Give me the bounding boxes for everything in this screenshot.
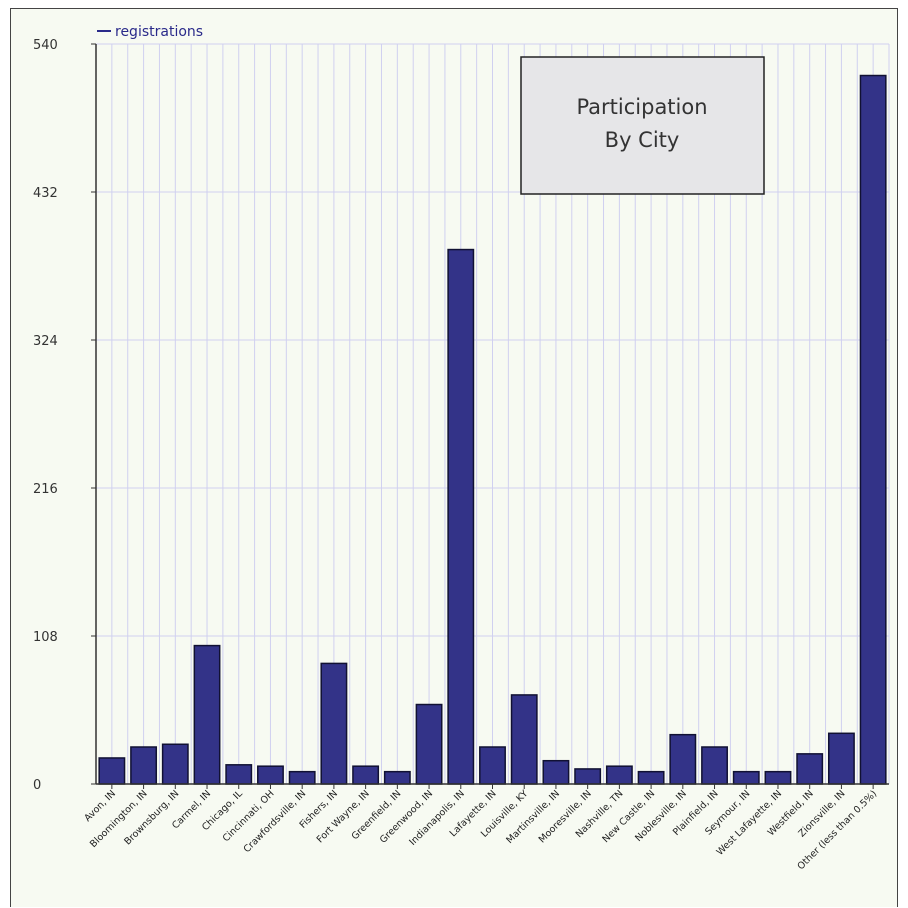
title-box-background	[520, 56, 765, 195]
y-tick-labels: 0 108 216 324 432 540	[33, 38, 96, 793]
chart-title-line-2: By City	[605, 128, 680, 152]
bar[interactable]	[701, 746, 728, 785]
legend[interactable]: registrations	[97, 24, 203, 40]
bar[interactable]	[193, 644, 221, 785]
bar[interactable]	[732, 770, 760, 785]
bar[interactable]	[415, 703, 443, 785]
bar[interactable]	[288, 770, 316, 785]
bar[interactable]	[574, 768, 602, 785]
y-tick-label: 540	[33, 38, 58, 53]
bar[interactable]	[130, 746, 158, 785]
y-tick-label: 0	[33, 778, 41, 793]
bar[interactable]	[352, 765, 380, 785]
bar[interactable]	[605, 765, 633, 785]
bar[interactable]	[859, 74, 887, 785]
x-tick-label: Brownsburg, IN	[122, 788, 181, 847]
y-tick-label: 216	[33, 482, 58, 497]
bar[interactable]	[510, 694, 538, 785]
bar[interactable]	[225, 764, 253, 785]
legend-label: registrations	[115, 24, 203, 40]
bar[interactable]	[257, 765, 284, 785]
bar[interactable]	[827, 732, 855, 785]
chart-frame: 0 108 216 324 432 540 Avon, IN Bloomington, IN…	[10, 8, 898, 907]
y-tick-label: 432	[33, 186, 58, 201]
bars	[98, 74, 887, 785]
bar[interactable]	[161, 743, 189, 785]
bar[interactable]	[796, 753, 824, 785]
x-tick-label: Indianapolis, IN	[407, 788, 467, 848]
x-tick-label: Bloomington, IN	[88, 788, 150, 850]
bar[interactable]	[542, 759, 570, 785]
title-box: Participation By City	[520, 56, 765, 195]
bar[interactable]	[479, 746, 506, 785]
bar[interactable]	[320, 662, 348, 785]
bar[interactable]	[383, 770, 411, 785]
bar[interactable]	[669, 733, 697, 785]
y-tick-label: 108	[33, 630, 58, 645]
bar[interactable]	[764, 770, 792, 785]
chart-title-line-1: Participation	[576, 95, 707, 119]
bar[interactable]	[98, 757, 126, 785]
bar[interactable]	[447, 248, 475, 785]
y-tick-label: 324	[33, 334, 58, 349]
bar[interactable]	[637, 770, 665, 785]
